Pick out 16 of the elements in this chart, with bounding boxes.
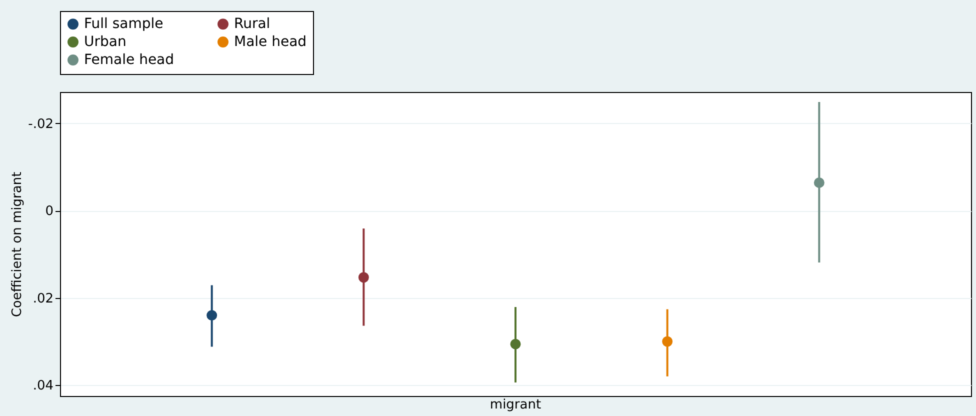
point <box>358 272 369 283</box>
legend-label: Full sample <box>84 16 164 32</box>
y-tick-label: .02 <box>32 291 54 306</box>
point <box>662 336 673 347</box>
y-tick-label: -.02 <box>28 116 54 132</box>
point <box>206 310 218 321</box>
y-tick-label: 0 <box>45 204 54 220</box>
y-axis-title: Coefficient on migrant <box>10 172 26 318</box>
point <box>814 177 824 188</box>
legend-label: Rural <box>234 16 270 32</box>
legend-label: Male head <box>234 34 307 50</box>
y-tick-label: .04 <box>32 378 54 394</box>
legend-label: Female head <box>84 52 174 68</box>
x-tick-label: migrant <box>490 398 542 412</box>
legend-label: Urban <box>84 34 126 50</box>
point <box>510 338 521 350</box>
